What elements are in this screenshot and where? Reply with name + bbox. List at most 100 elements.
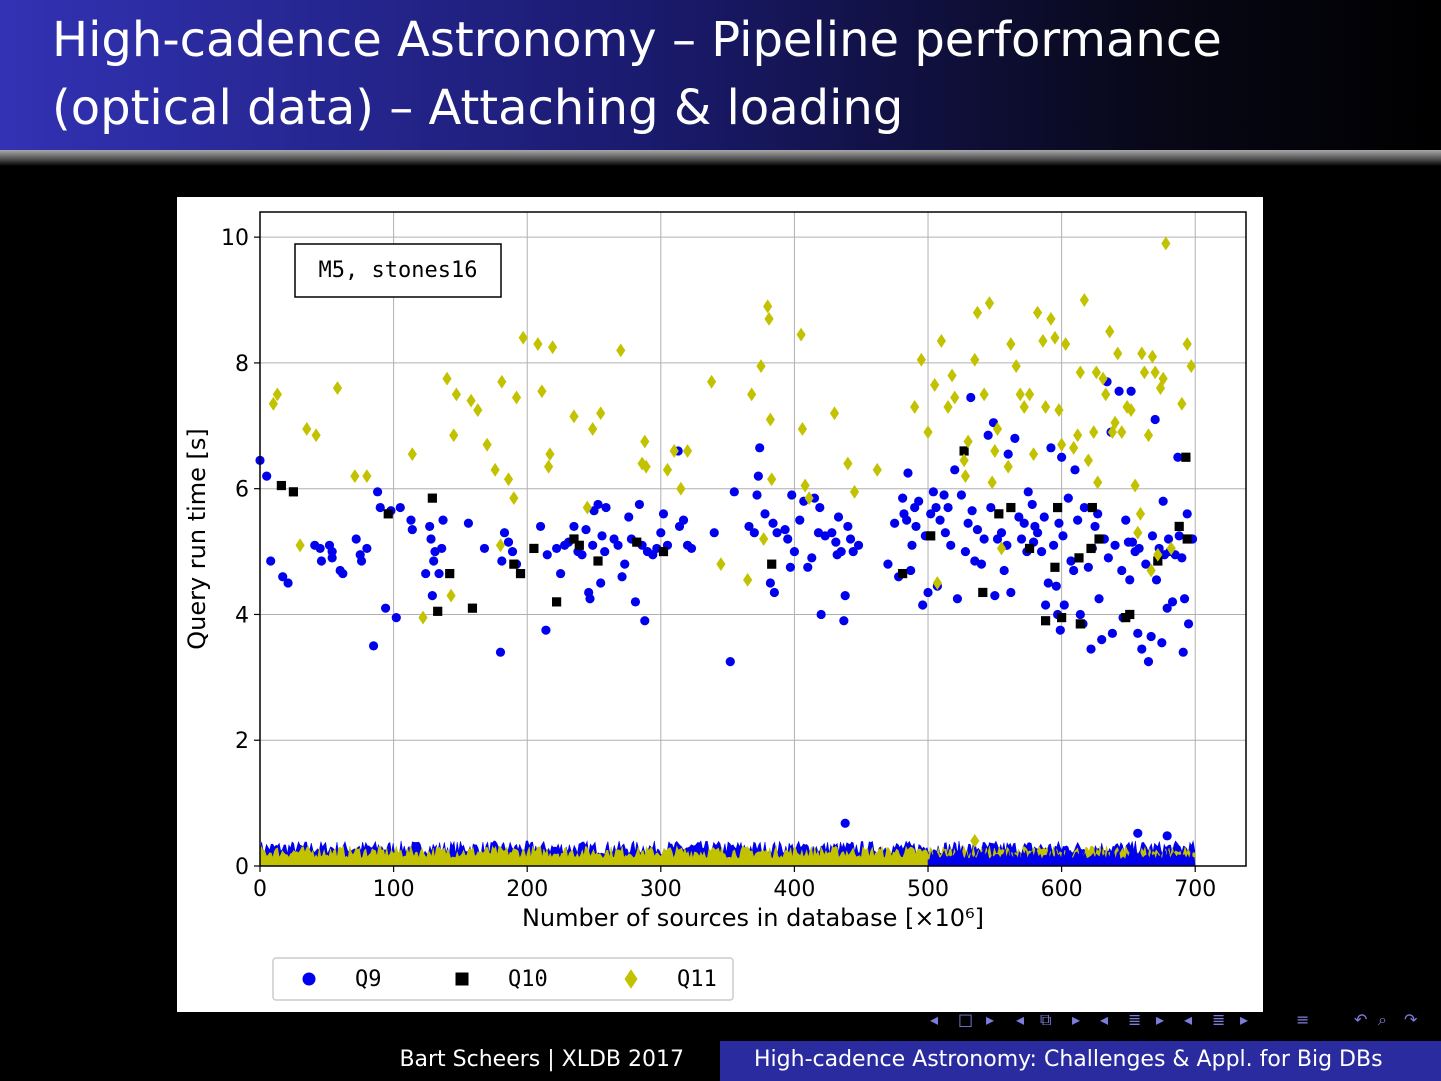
q11-point bbox=[497, 374, 507, 389]
q9-point bbox=[375, 502, 385, 513]
nav-search-icon[interactable]: ⌕ bbox=[1378, 1010, 1387, 1029]
q11-point bbox=[804, 491, 814, 506]
q9-point bbox=[906, 565, 916, 576]
q11-point bbox=[1186, 359, 1196, 373]
q9-point bbox=[1073, 515, 1083, 525]
q9-point bbox=[1114, 386, 1124, 396]
q9-point bbox=[999, 565, 1009, 576]
low-runtime-band bbox=[259, 840, 1196, 867]
q9-point bbox=[266, 556, 276, 566]
q9-point bbox=[787, 490, 797, 500]
q9-point bbox=[831, 537, 841, 547]
q9-point bbox=[1086, 644, 1096, 654]
q10-point bbox=[467, 603, 478, 613]
q9-point bbox=[556, 568, 566, 579]
q9-point bbox=[990, 590, 1000, 601]
q11-point bbox=[1135, 506, 1146, 521]
legend-label-q10: Q10 bbox=[508, 967, 548, 992]
q10-point bbox=[767, 559, 777, 569]
nav-forward-icon[interactable]: ↷ bbox=[1404, 1010, 1418, 1029]
q9-point bbox=[624, 512, 634, 522]
q9-point bbox=[541, 625, 551, 635]
q10-point bbox=[1181, 452, 1191, 462]
nav-back-icon[interactable]: ↶ bbox=[1354, 1010, 1368, 1029]
y-tick-label: 8 bbox=[235, 352, 249, 377]
q9-point bbox=[840, 590, 850, 601]
q11-point bbox=[1032, 305, 1043, 320]
q9-point bbox=[463, 518, 474, 528]
y-tick-label: 6 bbox=[235, 478, 249, 503]
q9-point bbox=[1103, 553, 1113, 563]
q9-point bbox=[1163, 534, 1174, 544]
q10-point bbox=[658, 546, 669, 557]
low-band-area bbox=[927, 849, 1196, 867]
q9-point bbox=[1121, 515, 1131, 525]
q10-point bbox=[288, 487, 299, 497]
y-tick-label: 0 bbox=[235, 855, 249, 880]
q9-point bbox=[1069, 565, 1079, 576]
q11-point bbox=[545, 447, 555, 462]
x-tick-label: 300 bbox=[640, 877, 682, 902]
q9-point bbox=[1090, 521, 1100, 532]
q11-point bbox=[747, 387, 757, 402]
figure-background bbox=[177, 197, 1263, 1012]
q9-point bbox=[795, 515, 805, 525]
q11-point bbox=[268, 396, 278, 411]
q9-point bbox=[898, 493, 908, 503]
q11-point bbox=[1083, 453, 1093, 468]
q9-point bbox=[351, 534, 361, 544]
nav-next-frame-icon[interactable]: ▸ bbox=[986, 1010, 995, 1029]
q11-point bbox=[1117, 425, 1127, 439]
q9-point bbox=[1036, 546, 1047, 557]
beamer-navigation[interactable]: ◂ □ ▸ ◂ ⧉ ▸ ◂ ≣ ▸ ◂ ≣ ▸ ≡ ↶ ⌕ ↷ bbox=[930, 1010, 1430, 1034]
q9-point bbox=[507, 546, 518, 557]
q11-point bbox=[829, 406, 840, 421]
nav-toc-icon[interactable]: ≡ bbox=[1296, 1010, 1310, 1029]
legend-entry-q10: Q10 bbox=[455, 967, 548, 992]
nav-next-section-icon[interactable]: ▸ bbox=[1156, 1010, 1165, 1029]
q9-point bbox=[843, 521, 853, 532]
q10-point bbox=[632, 537, 642, 547]
x-tick-label: 200 bbox=[506, 877, 548, 902]
q9-point bbox=[1183, 619, 1194, 629]
q9-point bbox=[596, 578, 606, 588]
nav-subsection-icon[interactable]: ⧉ bbox=[1040, 1010, 1052, 1029]
nav-doc-icon[interactable]: ≣ bbox=[1212, 1010, 1226, 1029]
q10-point bbox=[1057, 613, 1067, 623]
q9-point bbox=[963, 518, 973, 528]
q11-point bbox=[936, 334, 946, 348]
nav-frame-icon[interactable]: □ bbox=[958, 1010, 974, 1029]
q11-point bbox=[482, 437, 492, 452]
nav-prev-doc-icon[interactable]: ◂ bbox=[1184, 1010, 1193, 1029]
q9-point bbox=[338, 568, 348, 579]
q11-point bbox=[872, 462, 882, 477]
nav-next-subsection-icon[interactable]: ▸ bbox=[1072, 1010, 1081, 1029]
q11-point bbox=[963, 434, 973, 449]
q11-point bbox=[442, 371, 452, 386]
q10-point bbox=[1182, 534, 1192, 544]
q11-point bbox=[1003, 459, 1013, 474]
q9-point bbox=[601, 502, 611, 513]
q9-point bbox=[772, 528, 782, 538]
nav-section-icon[interactable]: ≣ bbox=[1128, 1010, 1142, 1029]
q9-point bbox=[967, 506, 977, 516]
q9-point bbox=[406, 515, 416, 525]
q10-point bbox=[1125, 609, 1135, 620]
nav-prev-section-icon[interactable]: ◂ bbox=[1100, 1010, 1109, 1029]
q11-point bbox=[979, 387, 989, 402]
q10-point bbox=[1040, 616, 1051, 626]
q9-point bbox=[840, 818, 850, 828]
q9-point bbox=[709, 528, 719, 538]
nav-next-doc-icon[interactable]: ▸ bbox=[1240, 1010, 1249, 1029]
q11-point bbox=[1089, 425, 1099, 439]
nav-prev-subsection-icon[interactable]: ◂ bbox=[1016, 1010, 1025, 1029]
x-tick-label: 0 bbox=[253, 877, 267, 902]
footer-author: Bart Scheers | XLDB 2017 bbox=[0, 1041, 720, 1081]
q9-point bbox=[986, 502, 996, 513]
q9-point bbox=[960, 546, 971, 557]
nav-prev-frame-icon[interactable]: ◂ bbox=[930, 1010, 939, 1029]
q11-point bbox=[449, 428, 459, 443]
q9-point bbox=[535, 521, 546, 532]
q9-point bbox=[581, 524, 591, 535]
q9-point bbox=[1146, 631, 1156, 642]
